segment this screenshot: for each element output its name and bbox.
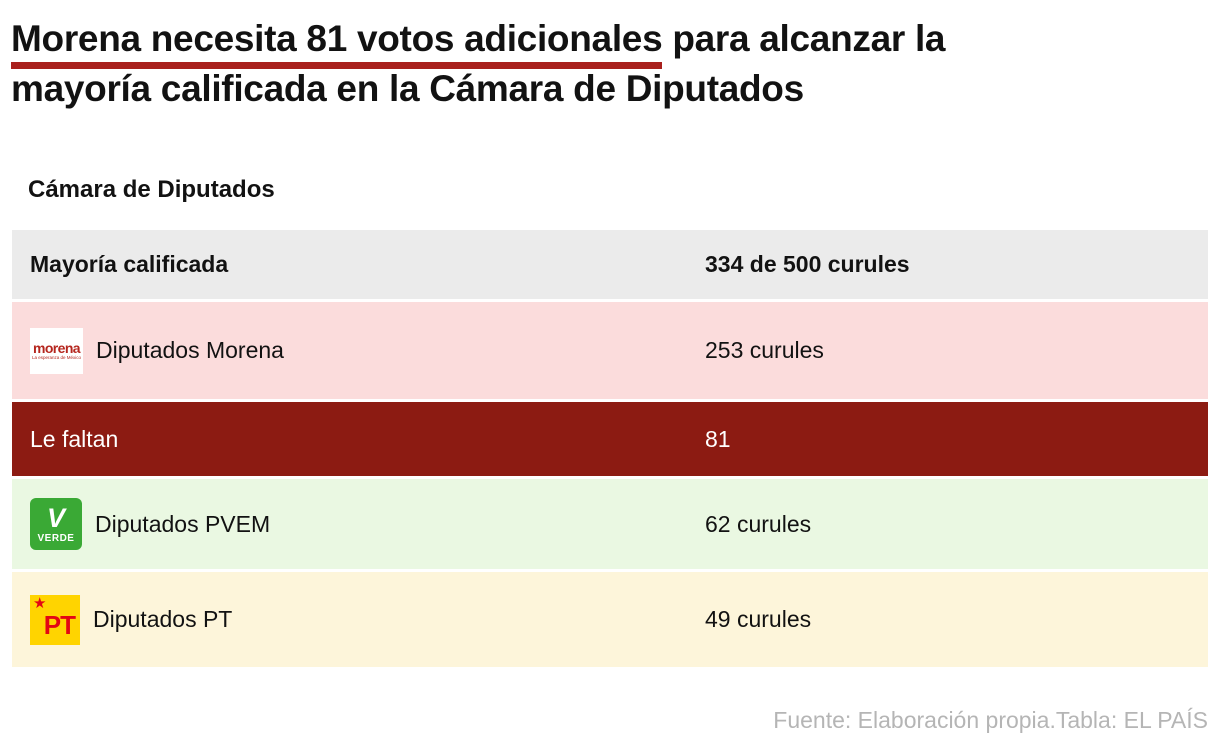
pvem-logo-v: V — [46, 503, 65, 533]
morena-row-label: Diputados Morena — [96, 337, 284, 363]
headline-line1-rest: para alcanzar la — [662, 18, 946, 59]
pt-row-value: 49 curules — [705, 606, 812, 632]
seats-table: Mayoría calificada 334 de 500 curules mo… — [12, 230, 1208, 670]
table-title: Cámara de Diputados — [28, 176, 275, 203]
page-title: Morena necesita 81 votos adicionales par… — [11, 14, 946, 114]
morena-label-cell: morena La esperanza de México Diputados … — [30, 327, 705, 374]
pvem-row-label: Diputados PVEM — [95, 510, 271, 537]
pvem-logo-icon: V VERDE — [30, 498, 82, 550]
pt-row-label: Diputados PT — [93, 606, 233, 632]
pt-label-cell: ★ PT Diputados PT — [30, 594, 705, 645]
faltan-label-cell: Le faltan — [30, 426, 705, 453]
pvem-logo-label: VERDE — [37, 533, 75, 544]
table-row-morena: morena La esperanza de México Diputados … — [12, 302, 1208, 399]
morena-row-value: 253 curules — [705, 337, 824, 363]
header-value: 334 de 500 curules — [705, 251, 910, 277]
pvem-label-cell: V VERDE Diputados PVEM — [30, 498, 705, 550]
header-label-cell: Mayoría calificada — [30, 251, 705, 278]
faltan-row-label: Le faltan — [30, 425, 119, 452]
pt-logo-text: PT — [43, 609, 76, 640]
table-row-le-faltan: Le faltan 81 — [12, 402, 1208, 476]
pt-star-icon: ★ — [33, 594, 47, 612]
source-credit: Fuente: Elaboración propia.Tabla: EL PAÍ… — [773, 707, 1208, 733]
morena-logo-icon: morena La esperanza de México — [30, 327, 83, 374]
pvem-row-value: 62 curules — [705, 510, 812, 537]
table-header-row: Mayoría calificada 334 de 500 curules — [12, 230, 1208, 299]
table-row-pvem: V VERDE Diputados PVEM 62 curules — [12, 479, 1208, 569]
headline-line2: mayoría calificada en la Cámara de Diput… — [11, 68, 804, 109]
morena-logo-text: morena — [33, 339, 81, 356]
header-label: Mayoría calificada — [30, 251, 229, 277]
table-row-pt: ★ PT Diputados PT 49 curules — [12, 572, 1208, 667]
pt-logo-icon: ★ PT — [30, 594, 80, 645]
morena-logo-tagline: La esperanza de México — [31, 354, 82, 360]
headline-highlight: Morena necesita 81 votos adicionales — [11, 18, 663, 69]
faltan-row-value: 81 — [705, 425, 731, 452]
